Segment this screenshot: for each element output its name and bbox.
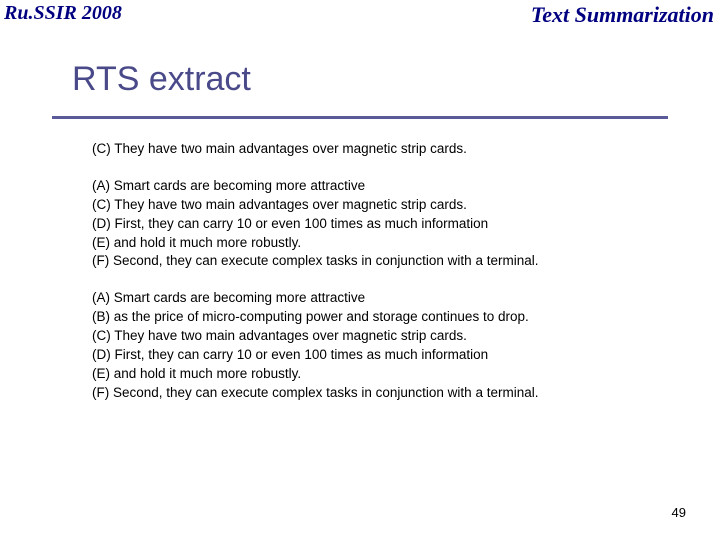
title-rule (52, 116, 668, 119)
content-area: (C) They have two main advantages over m… (92, 140, 672, 421)
extract-group-3: (A) Smart cards are becoming more attrac… (92, 289, 672, 402)
slide-title: RTS extract (72, 60, 251, 99)
extract-line: (C) They have two main advantages over m… (92, 140, 672, 159)
header-left: Ru.SSIR 2008 (4, 2, 122, 25)
extract-line: (D) First, they can carry 10 or even 100… (92, 346, 672, 365)
extract-group-2: (A) Smart cards are becoming more attrac… (92, 177, 672, 271)
extract-line: (E) and hold it much more robustly. (92, 365, 672, 384)
extract-line: (A) Smart cards are becoming more attrac… (92, 289, 672, 308)
extract-line: (D) First, they can carry 10 or even 100… (92, 215, 672, 234)
extract-line: (B) as the price of micro-computing powe… (92, 308, 672, 327)
extract-group-1: (C) They have two main advantages over m… (92, 140, 672, 159)
extract-line: (C) They have two main advantages over m… (92, 327, 672, 346)
extract-line: (A) Smart cards are becoming more attrac… (92, 177, 672, 196)
extract-line: (E) and hold it much more robustly. (92, 234, 672, 253)
extract-line: (C) They have two main advantages over m… (92, 196, 672, 215)
extract-line: (F) Second, they can execute complex tas… (92, 384, 672, 403)
slide-number: 49 (672, 505, 686, 520)
header-right: Text Summarization (531, 2, 714, 28)
extract-line: (F) Second, they can execute complex tas… (92, 252, 672, 271)
